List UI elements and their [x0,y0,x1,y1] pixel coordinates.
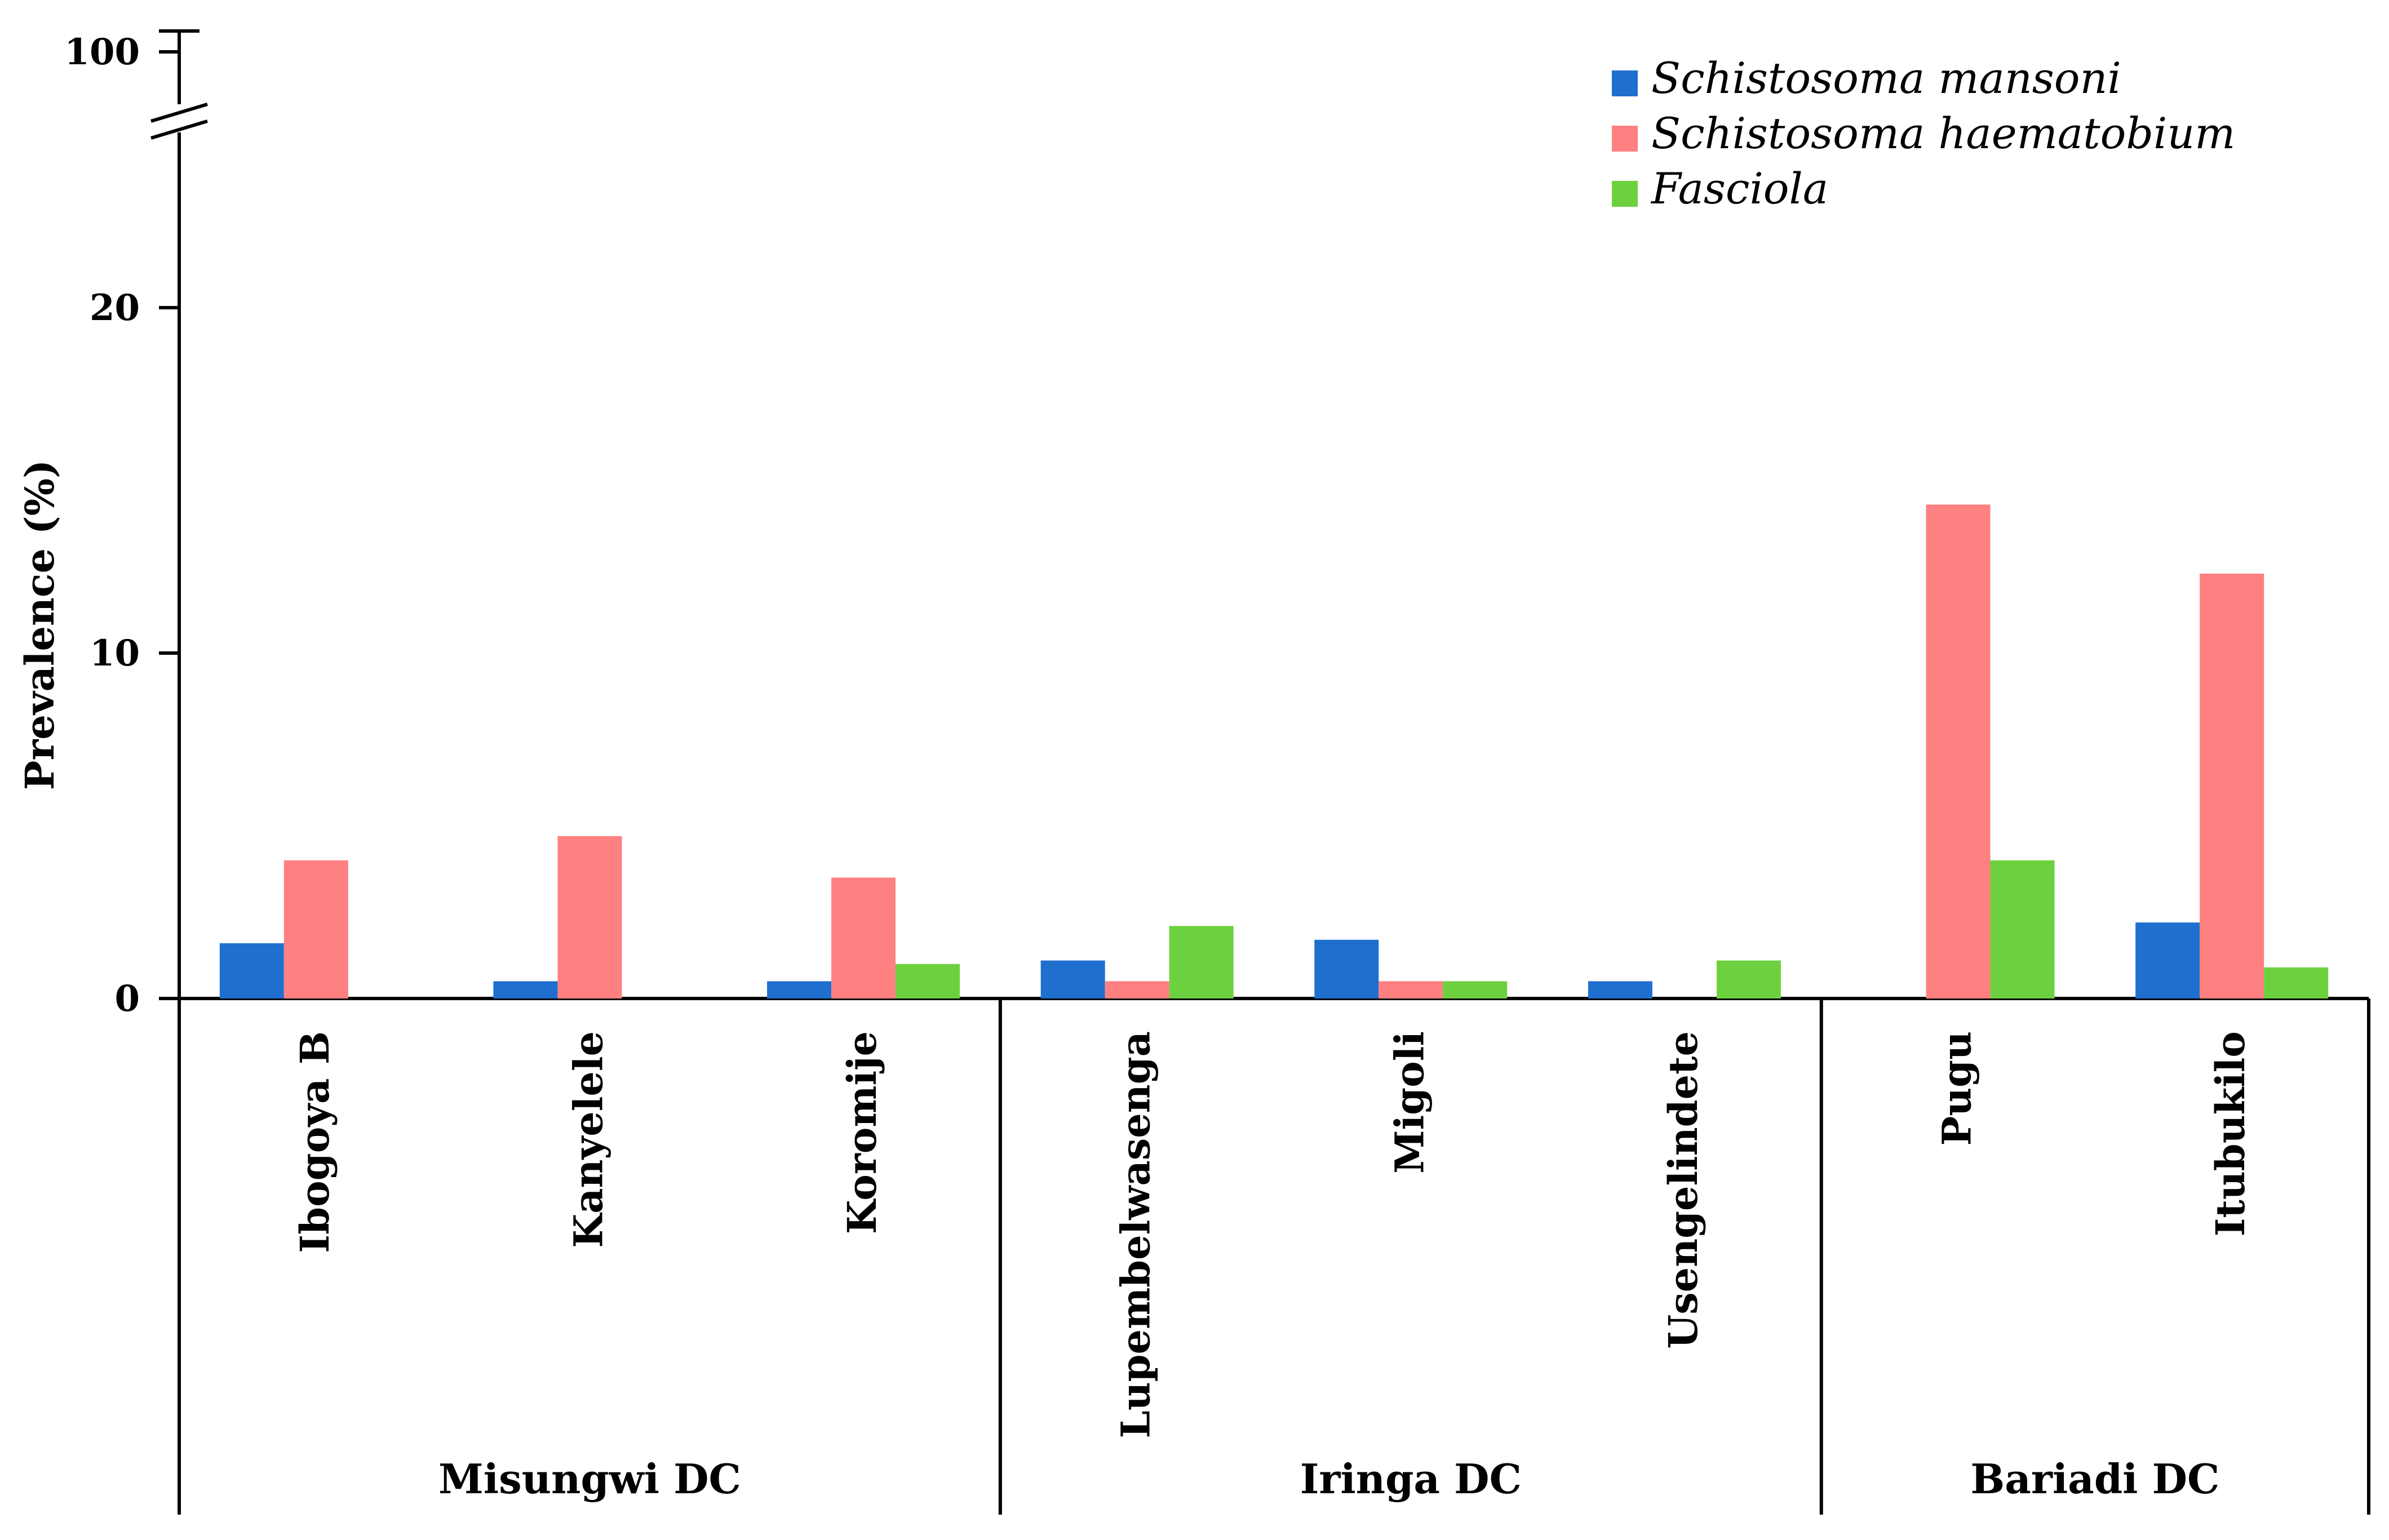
y-tick-label-top: 100 [64,31,140,73]
legend-swatch-fasciola [1612,181,1638,207]
bar-schistosoma-mansoni-ibogoya-b [219,943,284,998]
category-label-koromije: Koromije [839,1031,885,1234]
bar-fasciola-lupembelwasenga [1169,926,1234,998]
bar-schistosoma-mansoni-migoli [1314,939,1379,998]
bar-schistosoma-haematobium-kanyelele [557,836,622,998]
legend-label-schistosoma-mansoni: Schistosoma mansoni [1651,53,2121,103]
y-axis-title: Prevalence (%) [16,460,63,790]
bar-fasciola-migoli [1443,981,1508,998]
legend-label-fasciola: Fasciola [1650,163,1828,214]
category-label-migoli: Migoli [1386,1031,1433,1174]
category-label-ibogoya-b: Ibogoya B [291,1031,338,1253]
labels: 0 10 20 100 Prevalence (%) Misungwi DC Iringa … [16,31,2254,1503]
y-tick-label: 20 [90,287,140,329]
bar-schistosoma-haematobium-ibogoya-b [283,860,348,998]
category-label-usengelindete: Usengelindete [1660,1031,1707,1349]
category-label-lupembelwasenga: Lupembelwasenga [1112,1031,1159,1439]
legend-swatch-schistosoma-mansoni [1612,70,1638,96]
bar-schistosoma-mansoni-usengelindete [1588,981,1652,998]
bar-fasciola-usengelindete [1716,960,1781,998]
bar-schistosoma-haematobium-itubukilo [2200,574,2264,998]
y-axis-break-mark [150,103,208,123]
y-axis-break-mark [150,119,208,140]
axes [150,29,2370,1515]
group-label-bariadi-dc: Bariadi DC [1970,1455,2219,1503]
category-label-pugu: Pugu [1934,1031,1980,1146]
bar-schistosoma-haematobium-koromije [831,877,896,998]
bar-schistosoma-mansoni-itubukilo [2135,922,2200,998]
bar-fasciola-koromije [896,964,960,998]
bars [219,504,2329,998]
legend-label-schistosoma-haematobium: Schistosoma haematobium [1651,108,2235,158]
bar-fasciola-pugu [1990,860,2055,998]
legend-swatch-schistosoma-haematobium [1612,126,1638,152]
bar-schistosoma-mansoni-lupembelwasenga [1040,960,1105,998]
y-tick-label: 0 [114,978,140,1020]
bar-fasciola-itubukilo [2264,967,2329,998]
category-label-itubukilo: Itubukilo [2207,1031,2254,1236]
bar-schistosoma-mansoni-koromije [767,981,832,998]
y-tick-label: 10 [90,632,140,674]
bar-schistosoma-haematobium-migoli [1379,981,1443,998]
group-label-iringa-dc: Iringa DC [1300,1455,1522,1503]
bar-schistosoma-haematobium-lupembelwasenga [1105,981,1169,998]
category-label-kanyelele: Kanyelele [565,1031,611,1248]
bar-schistosoma-haematobium-pugu [1926,504,1991,998]
bar-schistosoma-mansoni-kanyelele [493,981,558,998]
group-label-misungwi-dc: Misungwi DC [438,1455,741,1503]
